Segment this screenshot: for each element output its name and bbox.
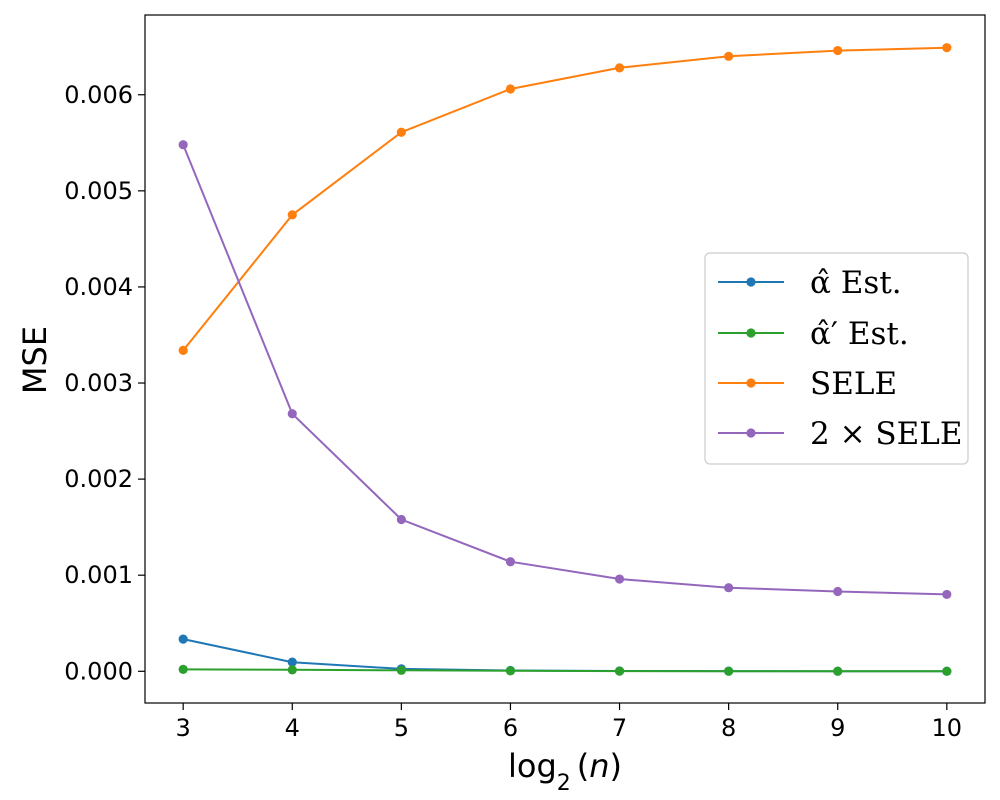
y-tick-label: 0.002 [64,465,133,493]
series-point [833,45,843,56]
x-tick-label: 4 [285,714,300,742]
series-point [178,664,188,674]
x-tick-label: 5 [394,714,409,742]
series-point [724,583,734,593]
x-tick-label: 8 [721,714,736,742]
legend-label: α̂′ Est. [810,316,909,352]
series-line [182,46,947,352]
series-point [396,127,406,137]
series-line [182,144,947,596]
legend-label: α̂ Est. [810,265,902,301]
x-axis-ticks: 3 4 5 6 7 8 9 10 [176,703,963,742]
x-axis-title-argument: ( [577,747,589,785]
y-axis-ticks: 0.000 0.001 0.002 0.003 0.004 0.005 0.006 [64,81,145,685]
series-point [614,666,625,676]
y-tick-label: 0.003 [64,369,133,397]
legend-swatch-marker [746,378,756,388]
legend-swatch-marker [746,428,756,438]
series-line [183,668,947,673]
legend-label: SELE [810,366,897,402]
series-point [942,666,952,676]
legend-items: α̂ Est. α̂′ Est. SELE 2 × SELE [718,265,963,452]
x-axis-title-subscript: 2 [557,771,571,796]
series-point [833,586,843,597]
series-point [287,210,297,220]
x-axis-title-variable: n [589,747,609,785]
series-point [942,43,952,53]
x-tick-label: 10 [932,714,963,742]
series-point [614,574,625,584]
series-point [287,409,297,419]
legend-item: 2 × SELE [718,416,963,452]
legend-label: 2 × SELE [810,416,963,452]
x-tick-label: 9 [830,714,845,742]
series-2 [178,43,952,355]
legend-swatch-marker [746,277,756,287]
series-point [833,666,843,676]
series-point [724,51,734,61]
series-point [396,514,406,525]
y-tick-label: 0.006 [64,81,133,109]
series-point [505,557,516,567]
series-point [178,140,188,150]
plot-frame [144,14,986,704]
y-tick-label: 0.001 [64,561,133,589]
x-tick-label: 6 [503,714,518,742]
series-point [724,666,734,676]
y-tick-label: 0.004 [64,273,133,301]
series-point [287,665,297,675]
series-1 [178,664,952,676]
x-tick-label: 3 [176,714,191,742]
y-tick-label: 0.005 [64,177,133,205]
legend-item: α̂ Est. [718,265,902,301]
series-point [505,666,516,676]
series-point [287,657,297,667]
legend-item: SELE [718,366,897,402]
series-point [178,634,188,644]
x-axis-title-close: ) [610,747,622,785]
series-point [396,665,406,675]
legend-box [704,252,969,465]
series-layer [178,43,952,676]
series-3 [178,140,952,600]
x-tick-label: 7 [612,714,627,742]
series-point [942,589,952,600]
series-point [505,84,516,94]
legend: α̂ Est. α̂′ Est. SELE 2 × SELE [704,252,969,465]
series-point [178,345,188,355]
y-tick-label: 0.000 [64,657,133,685]
series-point [614,63,625,73]
y-axis-title: MSE [16,326,54,394]
legend-item: α̂′ Est. [718,316,909,352]
legend-swatch-marker [746,328,756,338]
